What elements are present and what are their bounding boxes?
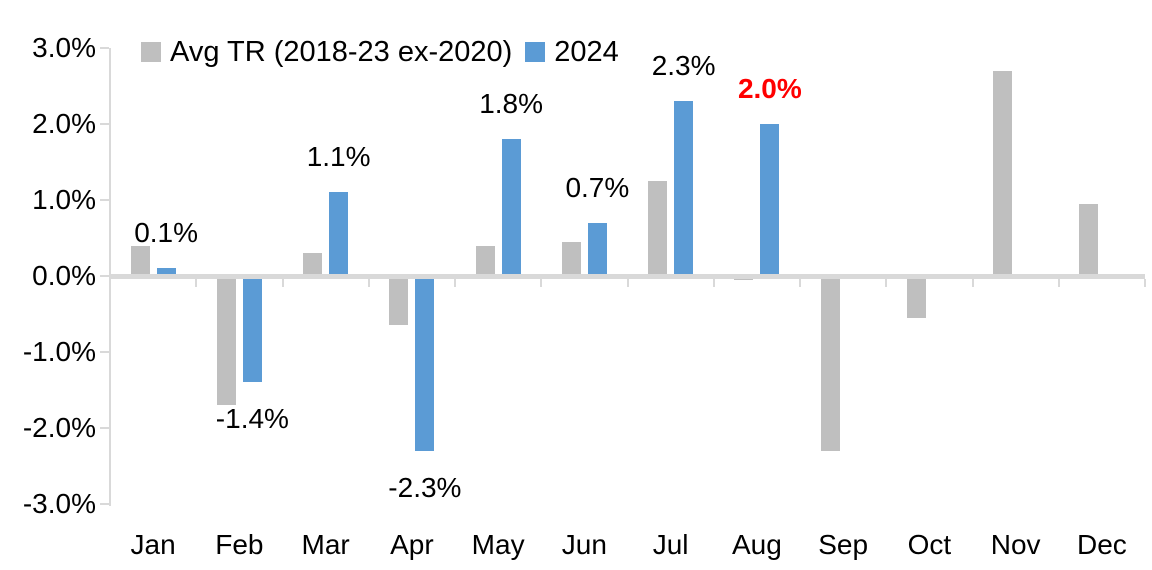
y-axis-label: 0.0% (32, 260, 96, 291)
y-axis-label: 2.0% (32, 108, 96, 139)
x-axis-tick (712, 278, 715, 287)
bar-avg-mar (303, 253, 323, 276)
bar-avg-jun (561, 241, 581, 276)
bar-avg-may (475, 245, 495, 276)
y-axis-tick (100, 47, 109, 49)
data-label-feb: -1.4% (215, 403, 289, 435)
legend-label-2024: 2024 (554, 36, 619, 68)
x-axis-label-mar: Mar (301, 529, 350, 560)
y-axis-label: -3.0% (22, 488, 96, 519)
bar-avg-dec (1079, 203, 1099, 276)
y-axis-line (109, 48, 111, 506)
bar-avg-nov (993, 70, 1013, 276)
bar-avg-oct (906, 276, 926, 318)
y-axis-label: 3.0% (32, 32, 96, 63)
bar-2024-jun (587, 222, 607, 276)
x-axis-tick (281, 278, 284, 287)
data-label-apr: -2.3% (388, 471, 462, 503)
legend-item-avg: Avg TR (2018-23 ex-2020) (141, 36, 512, 68)
data-label-jul: 2.3% (651, 50, 716, 82)
x-axis-label-jul: Jul (652, 529, 689, 560)
x-axis-tick (1144, 278, 1146, 287)
x-axis-label-sep: Sep (818, 529, 869, 560)
legend-item-2024: 2024 (525, 36, 619, 68)
legend: Avg TR (2018-23 ex-2020) 2024 (141, 36, 619, 68)
bar-2024-jan (156, 268, 176, 276)
data-label-jan: 0.1% (134, 217, 199, 249)
y-axis-label: -2.0% (22, 412, 96, 443)
x-axis-tick (367, 278, 370, 287)
y-axis-tick (100, 351, 109, 353)
bar-2024-feb (242, 276, 262, 383)
y-axis-tick (100, 275, 109, 277)
bar-2024-aug (760, 124, 780, 276)
y-axis-label: -1.0% (22, 336, 96, 367)
x-axis-tick (540, 278, 543, 287)
x-axis-tick (1057, 278, 1060, 287)
x-axis-tick (195, 278, 198, 287)
y-axis-tick (100, 503, 109, 505)
x-axis-label-may: May (471, 529, 525, 560)
bar-avg-apr (389, 276, 409, 326)
x-axis-label-oct: Oct (907, 529, 952, 560)
y-axis-label: 1.0% (32, 184, 96, 215)
x-axis-tick (799, 278, 801, 287)
x-axis-tick (626, 278, 629, 287)
x-axis-tick (454, 278, 456, 287)
y-axis-tick (100, 123, 109, 125)
bar-2024-may (501, 139, 521, 276)
legend-swatch-2024 (525, 42, 546, 62)
x-axis-tick (971, 278, 974, 287)
bar-2024-mar (329, 192, 349, 276)
bar-avg-jan (130, 245, 150, 276)
x-axis-line (110, 273, 1145, 279)
x-axis-label-jan: Jan (130, 529, 176, 560)
bar-avg-feb (216, 276, 236, 406)
x-axis-label-apr: Apr (390, 529, 434, 560)
data-label-jun: 0.7% (565, 171, 630, 203)
x-axis-label-nov: Nov (990, 529, 1041, 560)
x-axis-label-aug: Aug (731, 529, 782, 560)
legend-label-avg: Avg TR (2018-23 ex-2020) (170, 36, 513, 68)
data-label-aug: 2.0% (737, 73, 802, 104)
data-label-mar: 1.1% (306, 141, 371, 173)
bar-2024-apr (415, 276, 435, 451)
x-axis-label-jun: Jun (561, 529, 607, 560)
x-axis-label-dec: Dec (1076, 529, 1127, 560)
bar-avg-jul (648, 181, 668, 276)
bar-2024-jul (674, 101, 694, 276)
x-axis-label-feb: Feb (215, 529, 264, 560)
legend-swatch-avg (141, 42, 161, 62)
data-label-may: 1.8% (479, 88, 544, 120)
x-axis-tick (885, 278, 888, 287)
y-axis-tick (100, 427, 109, 429)
y-axis-tick (100, 199, 109, 201)
bar-avg-sep (820, 276, 840, 451)
